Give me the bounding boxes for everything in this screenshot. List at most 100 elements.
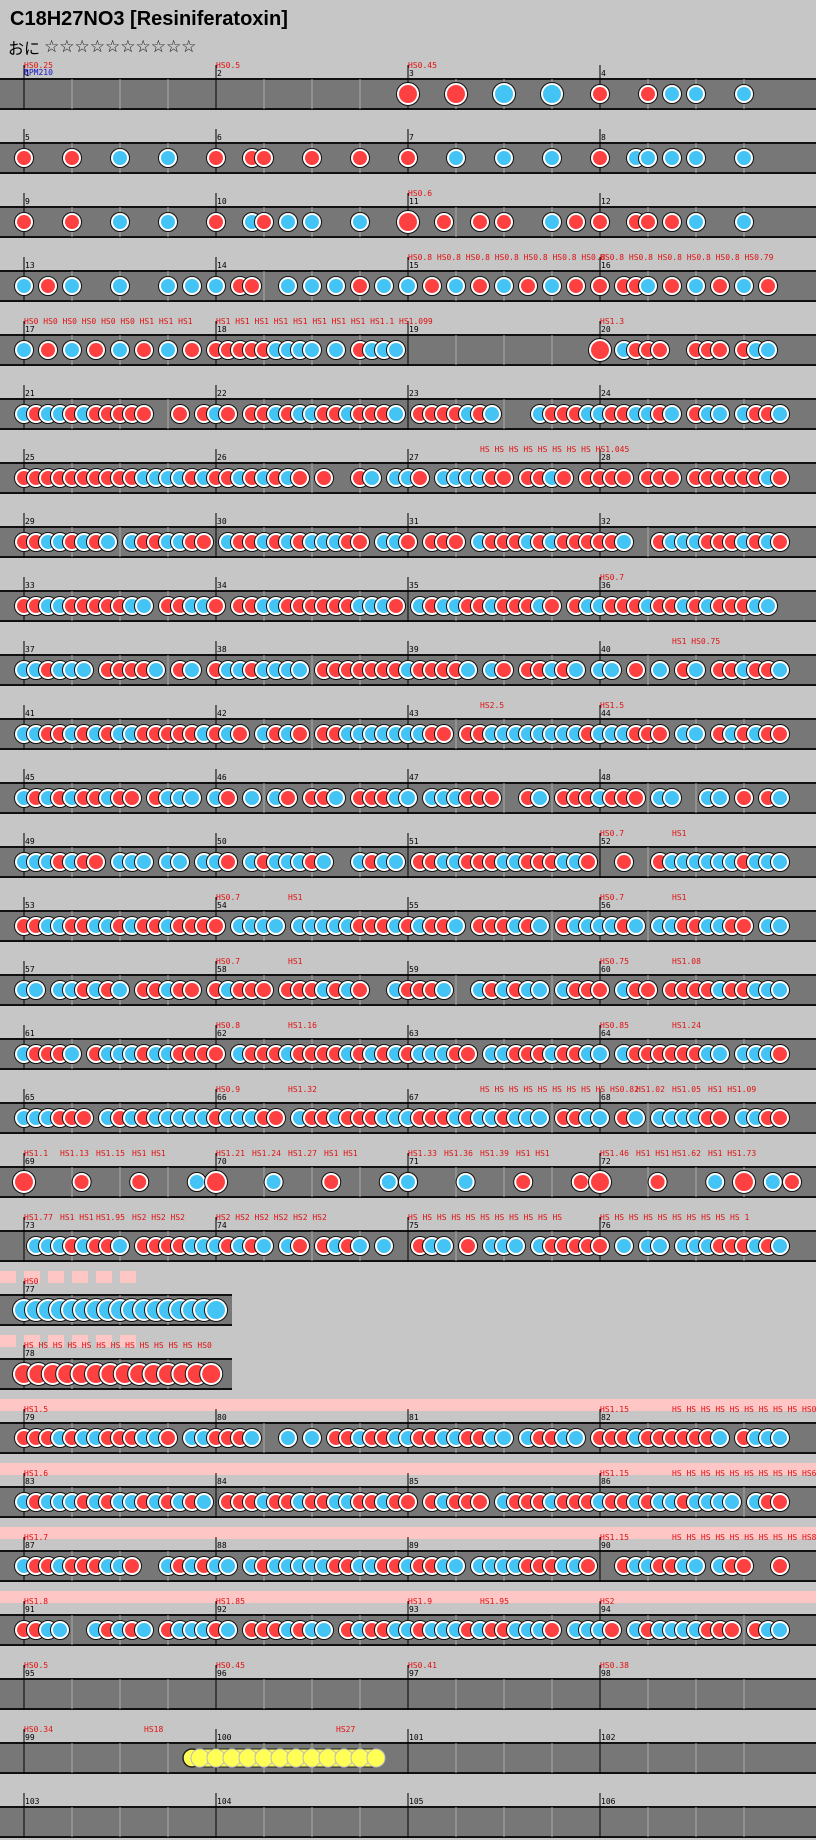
ka-note bbox=[665, 407, 679, 421]
ka-note bbox=[401, 791, 415, 805]
ka-note bbox=[509, 1239, 523, 1253]
ka-note bbox=[629, 1111, 643, 1125]
measure-number: 88 bbox=[217, 1541, 227, 1550]
ka-note bbox=[189, 1175, 204, 1189]
scroll-label: HS1.15 bbox=[600, 1533, 629, 1542]
scroll-label: HS0.34 bbox=[24, 1725, 53, 1734]
don-note bbox=[665, 215, 679, 229]
measure-number: 71 bbox=[409, 1157, 419, 1166]
measure-number: 28 bbox=[601, 453, 611, 462]
gogo-band bbox=[72, 1335, 88, 1347]
scroll-label: HS1.95 bbox=[96, 1213, 125, 1222]
don-note bbox=[497, 471, 511, 485]
gogo-band bbox=[0, 1591, 816, 1603]
drumroll-note bbox=[190, 1748, 210, 1768]
don-note bbox=[132, 1175, 147, 1189]
don-note bbox=[713, 279, 727, 293]
gogo-band bbox=[24, 1271, 40, 1283]
scroll-label: HS0.41 bbox=[408, 1661, 437, 1670]
ka-note bbox=[381, 1175, 396, 1189]
measure-number: 38 bbox=[217, 645, 227, 654]
scroll-label: HS1.15 bbox=[600, 1405, 629, 1414]
don-note bbox=[324, 1175, 339, 1189]
measure-number: 45 bbox=[25, 773, 35, 782]
measure-number: 73 bbox=[25, 1221, 35, 1230]
measure-number: 8 bbox=[601, 133, 606, 142]
gogo-band bbox=[72, 1271, 88, 1283]
ka-note bbox=[713, 791, 727, 805]
ka-note bbox=[449, 919, 463, 933]
scroll-label: HS0.7 bbox=[600, 829, 624, 838]
measure-number: 23 bbox=[409, 389, 419, 398]
ka-note bbox=[543, 85, 561, 103]
ka-note bbox=[389, 343, 403, 357]
ka-note bbox=[245, 1431, 259, 1445]
scroll-label: HS1 HS1 HS1 HS1 HS1 HS1 HS1 HS1 HS1.1 HS… bbox=[216, 317, 433, 326]
don-note bbox=[629, 663, 643, 677]
don-note bbox=[161, 1431, 175, 1445]
ka-note bbox=[317, 1623, 331, 1637]
measure-number: 20 bbox=[601, 325, 611, 334]
measure-number: 34 bbox=[217, 581, 227, 590]
measure-number: 100 bbox=[217, 1733, 232, 1742]
measure-number: 74 bbox=[217, 1221, 227, 1230]
scroll-label: HS0.38 bbox=[600, 1661, 629, 1670]
scroll-label: HS1.02 bbox=[636, 1085, 665, 1094]
ka-note bbox=[761, 343, 775, 357]
measure-number: 46 bbox=[217, 773, 227, 782]
measure-number: 77 bbox=[25, 1285, 35, 1294]
measure-number: 84 bbox=[217, 1477, 227, 1486]
don-note bbox=[293, 1239, 307, 1253]
don-note bbox=[17, 151, 31, 165]
ka-note bbox=[713, 1431, 727, 1445]
don-note bbox=[89, 343, 103, 357]
measure-number: 101 bbox=[409, 1733, 424, 1742]
don-note bbox=[773, 1495, 787, 1509]
ka-note bbox=[495, 85, 513, 103]
measure-number: 19 bbox=[409, 325, 419, 334]
don-note bbox=[473, 279, 487, 293]
scroll-label: HS0.8 HS0.8 HS0.8 HS0.8 HS0.8 HS0.8 HS0.… bbox=[408, 253, 606, 262]
measure-number: 60 bbox=[601, 965, 611, 974]
gogo-band bbox=[0, 1527, 816, 1539]
gogo-band bbox=[24, 1335, 40, 1347]
don-note bbox=[257, 151, 271, 165]
ka-note bbox=[185, 663, 199, 677]
don-note bbox=[399, 85, 417, 103]
difficulty-stars: ☆☆☆☆☆☆☆☆☆☆ bbox=[44, 37, 197, 57]
ka-note bbox=[773, 1239, 787, 1253]
don-note bbox=[713, 343, 727, 357]
measure-number: 1 bbox=[25, 69, 30, 78]
scroll-label: HS HS HS HS HS HS HS HS HS HS HS HS HS0 bbox=[24, 1341, 212, 1350]
ka-note bbox=[773, 855, 787, 869]
ka-note bbox=[281, 215, 295, 229]
ka-note bbox=[689, 151, 703, 165]
don-note bbox=[202, 1365, 221, 1383]
don-note bbox=[773, 1559, 787, 1573]
don-note bbox=[317, 471, 331, 485]
ka-note bbox=[293, 663, 307, 677]
measure-number: 26 bbox=[217, 453, 227, 462]
gogo-band bbox=[48, 1335, 64, 1347]
don-note bbox=[650, 1175, 665, 1189]
measure-number: 41 bbox=[25, 709, 35, 718]
ka-note bbox=[641, 151, 655, 165]
don-note bbox=[617, 471, 631, 485]
scroll-label: HS1.62 bbox=[672, 1149, 701, 1158]
ka-note bbox=[689, 87, 703, 101]
measure-number: 81 bbox=[409, 1413, 419, 1422]
ka-note bbox=[449, 279, 463, 293]
measure-number: 79 bbox=[25, 1413, 35, 1422]
don-note bbox=[593, 983, 607, 997]
ka-note bbox=[305, 1431, 319, 1445]
scroll-label: HS1 HS1 bbox=[324, 1149, 358, 1158]
ka-note bbox=[401, 1175, 415, 1189]
measure-number: 104 bbox=[217, 1797, 232, 1806]
don-note bbox=[737, 1559, 751, 1573]
ka-note bbox=[161, 279, 175, 293]
measure-number: 40 bbox=[601, 645, 611, 654]
ka-note bbox=[737, 151, 751, 165]
ka-note bbox=[533, 919, 547, 933]
measure-number: 102 bbox=[601, 1733, 616, 1742]
ka-note bbox=[65, 1047, 79, 1061]
